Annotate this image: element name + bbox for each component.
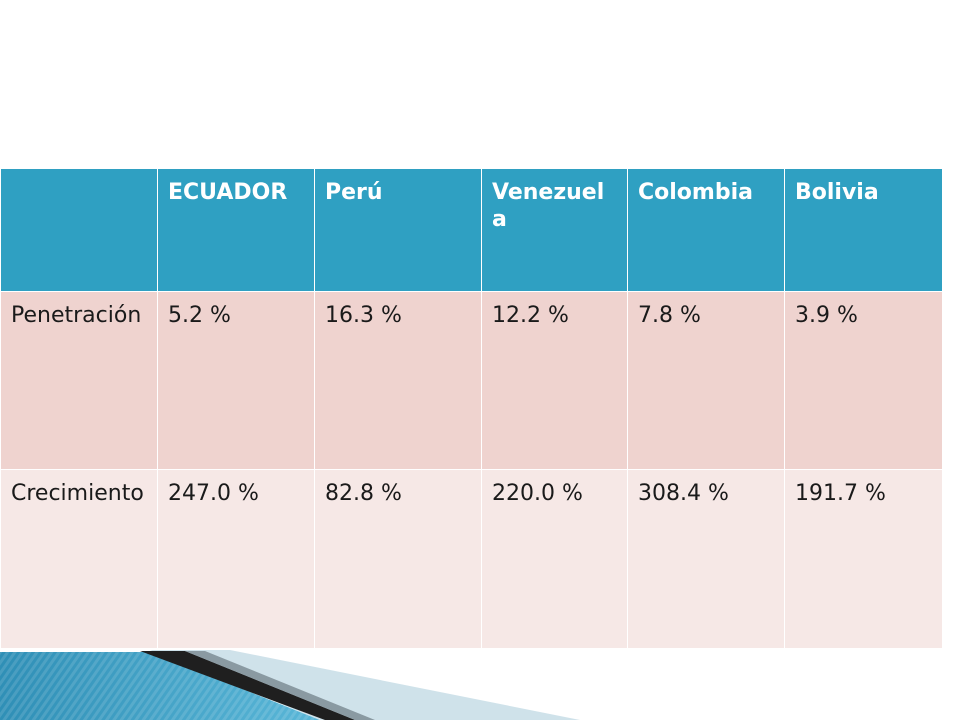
table-cell: 3.9 % (784, 291, 943, 470)
table-cell: 247.0 % (157, 469, 315, 649)
table-cell: 191.7 % (784, 469, 943, 649)
footer-grey-stripe (185, 651, 375, 720)
footer-light-wedge (150, 650, 580, 720)
table-cell: 16.3 % (314, 291, 482, 470)
header-cell-colombia: Colombia (627, 168, 785, 292)
table-row-crecimiento: Crecimiento 247.0 % 82.8 % 220.0 % 308.4… (0, 469, 943, 649)
row-label: Crecimiento (0, 469, 158, 649)
header-cell-ecuador: ECUADOR (157, 168, 315, 292)
header-cell-empty (0, 168, 158, 292)
footer-stripe-texture (0, 652, 320, 720)
table-row-penetracion: Penetración 5.2 % 16.3 % 12.2 % 7.8 % 3.… (0, 291, 943, 470)
header-cell-bolivia: Bolivia (784, 168, 943, 292)
footer-dark-stripe (140, 651, 355, 720)
table-cell: 82.8 % (314, 469, 482, 649)
row-label: Penetración (0, 291, 158, 470)
table-cell: 220.0 % (481, 469, 628, 649)
table-header-row: ECUADOR Perú Venezuela Colombia Bolivia (0, 168, 943, 292)
table-cell: 308.4 % (627, 469, 785, 649)
table-cell: 5.2 % (157, 291, 315, 470)
header-cell-venezuela: Venezuela (481, 168, 628, 292)
data-table: ECUADOR Perú Venezuela Colombia Bolivia … (0, 168, 943, 649)
table-cell: 12.2 % (481, 291, 628, 470)
header-cell-peru: Perú (314, 168, 482, 292)
decorative-footer-band (0, 650, 580, 720)
table-cell: 7.8 % (627, 291, 785, 470)
